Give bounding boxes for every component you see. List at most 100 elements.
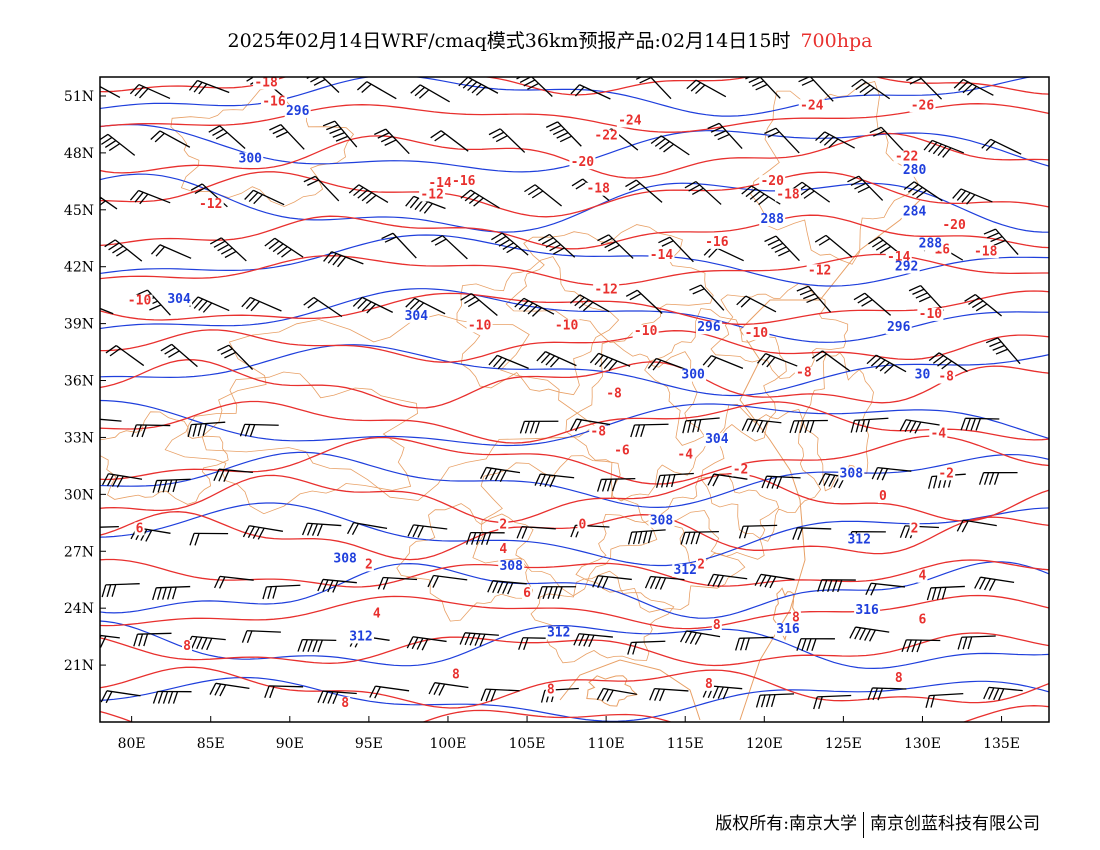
height-label: 284 [903,204,927,219]
wind-barb [735,636,774,651]
temperature-label-bg [585,182,612,196]
wind-barb [297,638,337,653]
height-label: 30 [915,368,931,383]
temperature-label-bg [917,569,928,583]
height-label: 308 [840,466,864,481]
height-label: 308 [650,514,674,529]
wind-barb [796,638,835,651]
wind-barb [374,128,410,155]
temperature-label-bg [794,366,813,380]
wind-barb [242,525,284,540]
wind-barb [519,420,559,434]
wind-barb [239,423,279,437]
temperature-label-bg [197,197,224,211]
temperature-label-bg [593,129,620,143]
wind-barb [689,284,725,311]
wind-barb [150,244,192,259]
wind-barb [369,685,410,699]
wind-barb [764,235,800,262]
temperature-isoline [100,400,1049,444]
wind-barb [702,355,744,370]
wind-barb [427,574,468,588]
wind-barb [684,180,722,205]
wind-barb [100,300,114,319]
height-label: 304 [167,292,191,307]
temperature-label: -14 [650,248,674,263]
wind-barb [985,337,1021,365]
wind-barb [152,585,191,601]
wind-barb [866,354,907,374]
height-label-bg [403,309,430,323]
temperature-label: -10 [555,318,579,333]
wind-barb [964,293,1002,317]
height-isoline [100,399,1049,447]
temperature-isoline [100,705,1049,722]
temperature-label: 2 [911,521,919,536]
province-border [750,81,919,265]
wind-barb [516,525,556,539]
temperature-label: 2 [365,557,373,572]
province-border [100,411,229,505]
wind-barb [952,188,993,205]
wind-barb [213,468,253,482]
height-label: 304 [705,432,729,447]
wind-barb [534,473,575,488]
temperature-label-bg [181,639,192,653]
height-label-bg [237,152,264,166]
copyright-right: 南京创蓝科技有限公司 [870,814,1040,834]
temperature-label: -8 [796,366,812,381]
wind-barb [323,251,364,268]
height-label: 288 [919,237,943,252]
height-label-bg [498,560,525,574]
temperature-label: 8 [547,683,555,698]
temperature-label-bg [929,427,948,441]
wind-barb [536,351,577,368]
wind-barb [650,135,690,156]
wind-barb [244,189,285,206]
lat-tick-label: 39N [64,317,94,333]
temperature-label: 4 [499,542,507,557]
plot-area: -18-16-24-22-24 -26-20 -22-14 -16-12 -18-20-… [100,77,1049,722]
temperature-label: -8 [606,387,622,402]
wind-barb [487,580,527,595]
wind-barb [754,573,795,589]
temperature-label: 0 [879,489,887,504]
wind-barb [459,632,499,647]
wind-barb [101,583,140,598]
temperature-label: -10 [128,294,152,309]
wind-barb [129,189,171,205]
wind-barb [680,531,719,545]
wind-barb [644,575,685,590]
temperature-label-bg [703,235,730,249]
wind-barb [686,79,727,98]
wind-barb [738,524,778,539]
temperature-isoline [100,359,1049,409]
height-isoline [100,676,1049,722]
wind-barb [430,130,469,152]
temperature-label-bg [545,683,556,697]
map-frame [99,76,1050,723]
wind-barb [186,635,226,651]
temperature-label-bg [909,522,920,536]
temperature-label: -12 [808,263,831,278]
height-label: 312 [847,533,870,548]
wind-barb [761,475,801,489]
wind-barb [741,418,782,433]
wind-barb [480,688,520,702]
wind-barb [306,77,340,93]
wind-barb [538,233,576,258]
wind-barb [570,84,611,100]
temperature-label: 4 [373,607,381,622]
temperature-label: -16 [452,174,476,189]
height-label-bg [917,237,944,251]
wind-barb [269,124,305,150]
temperature-isoline [100,472,1049,523]
wind-barb [849,626,890,642]
wind-barb [679,630,721,645]
height-label: 296 [697,320,721,335]
wind-barb [317,578,357,593]
province-border [396,503,534,622]
wind-barb [152,478,191,493]
wind-barb [811,350,851,372]
wind-barb [901,639,941,653]
